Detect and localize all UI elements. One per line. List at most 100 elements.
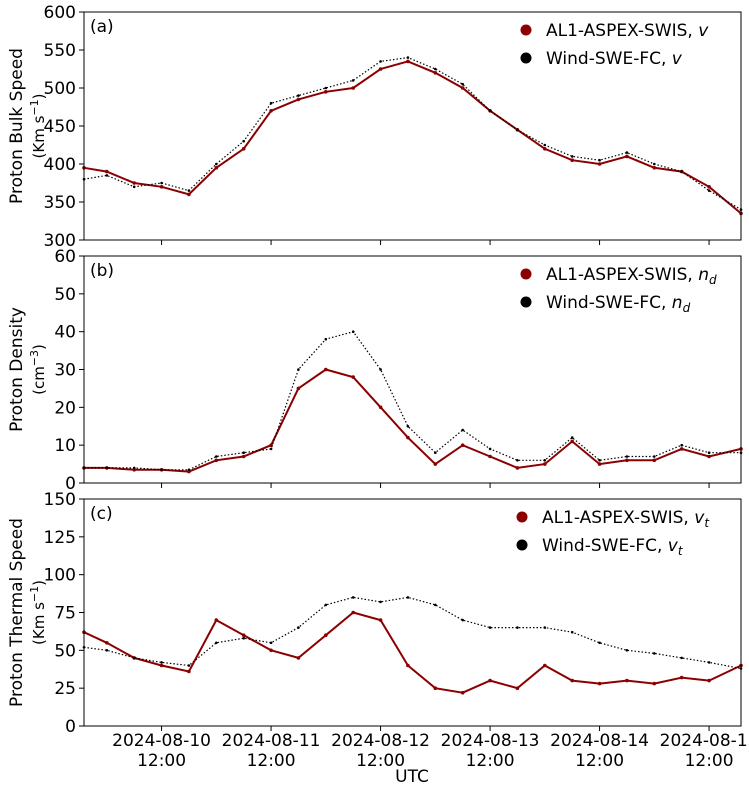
data-point (187, 192, 191, 197)
data-point (625, 458, 629, 463)
data-point (679, 675, 684, 680)
data-point (543, 626, 547, 629)
y-axis-unit: (cm−3) (28, 344, 48, 395)
data-point (488, 454, 492, 459)
data-point (324, 367, 328, 372)
legend-entry: Wind-SWE-FC, vt (542, 536, 684, 558)
data-point (543, 663, 547, 668)
data-point (652, 681, 657, 686)
y-axis-unit: (Km s−1) (28, 580, 48, 645)
data-point (160, 468, 163, 472)
plot-frame (83, 255, 742, 484)
y-tick-label: 60 (54, 247, 76, 267)
legend-marker (516, 511, 528, 523)
data-point (570, 155, 574, 158)
data-point (597, 162, 602, 166)
data-point (598, 641, 601, 645)
data-point (351, 330, 355, 334)
data-point (214, 458, 219, 463)
data-point (324, 603, 328, 607)
data-point (707, 451, 711, 455)
data-point (707, 678, 711, 683)
legend-entry: AL1-ASPEX-SWIS, v (546, 21, 709, 41)
plot-frame (83, 11, 742, 241)
legend-marker (520, 24, 532, 36)
panel-label: (a) (90, 17, 114, 37)
data-point (324, 86, 328, 90)
y-tick-label: 30 (54, 361, 76, 381)
legend-marker (520, 296, 532, 308)
data-point (625, 455, 629, 458)
data-point (269, 447, 273, 451)
y-tick-label: 125 (44, 528, 76, 548)
data-point (351, 596, 355, 599)
data-point (132, 656, 136, 660)
data-point (242, 636, 245, 640)
data-point (406, 59, 410, 64)
series-line-swis (83, 60, 742, 215)
data-point (570, 436, 574, 439)
data-point (597, 462, 602, 466)
data-point (625, 649, 629, 652)
data-point (707, 185, 711, 189)
data-point (597, 681, 602, 686)
data-point (434, 67, 437, 71)
y-tick-label: 300 (44, 231, 76, 251)
data-point (625, 151, 629, 154)
data-point (406, 425, 410, 428)
data-point (461, 428, 465, 432)
legend: AL1-ASPEX-SWIS, vt Wind-SWE-FC, vt (516, 508, 710, 558)
data-point (515, 686, 520, 690)
x-tick-time: 12:00 (685, 751, 734, 771)
data-point (132, 468, 136, 472)
panel-2: 0 10 20 30 40 50 60 (b) Proton Density (cm−3) AL1-… (7, 247, 743, 494)
data-point (241, 147, 246, 151)
data-point (187, 664, 191, 667)
data-point (598, 158, 601, 162)
data-point (105, 466, 109, 470)
data-point (543, 459, 547, 462)
x-tick-time: 12:00 (137, 751, 186, 771)
data-point (460, 86, 465, 90)
y-tick-label: 350 (44, 193, 76, 213)
data-point (215, 455, 218, 458)
data-point (241, 454, 246, 459)
data-point (652, 166, 657, 170)
data-point (214, 618, 219, 622)
data-point (707, 454, 711, 459)
data-point (351, 375, 356, 379)
data-point (351, 610, 356, 615)
y-tick-label: 0 (65, 474, 76, 494)
legend-marker (520, 268, 532, 280)
data-point (515, 466, 520, 470)
data-point (159, 185, 164, 189)
data-point (434, 451, 437, 455)
data-point (132, 466, 136, 470)
data-point (241, 633, 246, 637)
data-point (160, 181, 163, 185)
series-line-wind (83, 596, 742, 670)
data-point (132, 185, 136, 189)
data-point (296, 97, 301, 102)
y-tick-label: 100 (44, 566, 76, 586)
y-axis-unit: (Km s−1) (28, 94, 48, 159)
data-point (215, 162, 218, 166)
data-point (570, 630, 574, 634)
data-point (187, 669, 191, 674)
data-point (105, 649, 109, 652)
data-point (598, 459, 601, 462)
data-point (105, 174, 109, 177)
y-tick-label: 550 (44, 41, 76, 61)
data-point (460, 443, 465, 448)
x-tick-date: 2024-08-15 (660, 731, 749, 751)
series-line-wind (84, 331, 741, 471)
data-point (680, 170, 683, 173)
data-point (570, 678, 574, 683)
y-tick-label: 500 (44, 79, 76, 99)
y-tick-label: 50 (54, 641, 76, 661)
data-point (543, 147, 547, 151)
x-tick-date: 2024-08-12 (331, 731, 430, 751)
data-point (379, 368, 382, 371)
data-point (296, 386, 301, 391)
